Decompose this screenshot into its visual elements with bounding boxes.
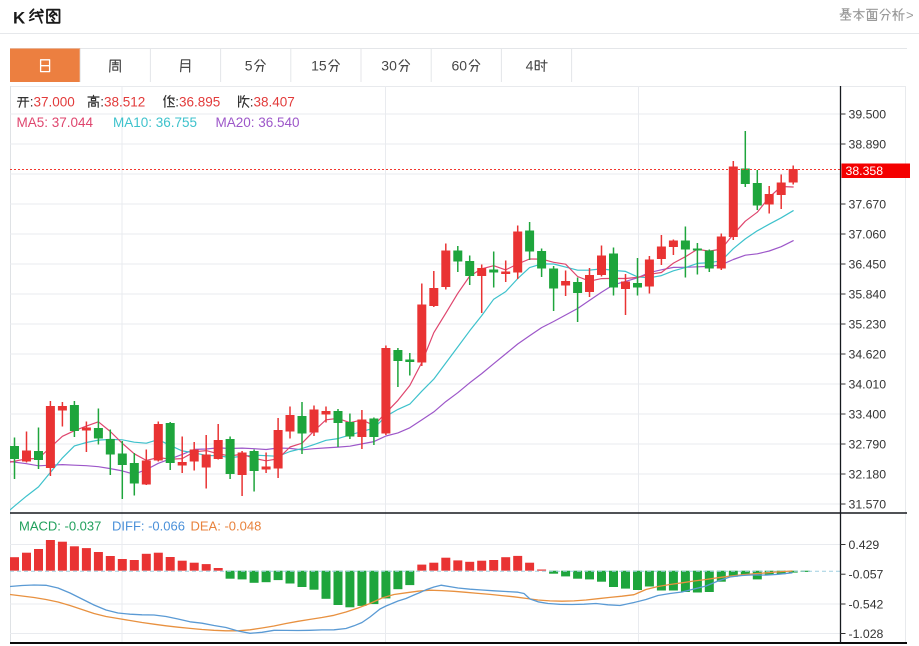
svg-text:33.400: 33.400 <box>849 407 887 421</box>
svg-text:MACD: -0.037: MACD: -0.037 <box>19 518 101 533</box>
svg-text:-1.028: -1.028 <box>849 627 884 641</box>
svg-text:31.570: 31.570 <box>849 497 887 511</box>
svg-text:4: 4 <box>526 58 534 74</box>
svg-text:60: 60 <box>452 58 468 74</box>
svg-text::38.407: :38.407 <box>250 94 295 109</box>
svg-text:15: 15 <box>311 58 327 74</box>
svg-text:30: 30 <box>381 58 397 74</box>
svg-text:-0.057: -0.057 <box>849 568 884 582</box>
svg-text:34.620: 34.620 <box>849 347 887 361</box>
svg-text:MA20: 36.540: MA20: 36.540 <box>216 115 300 130</box>
svg-text:0.429: 0.429 <box>849 538 880 552</box>
svg-text:5: 5 <box>245 58 253 74</box>
svg-text:37.060: 37.060 <box>849 227 887 241</box>
svg-text:32.180: 32.180 <box>849 467 887 481</box>
svg-text:DIFF: -0.066: DIFF: -0.066 <box>112 518 185 533</box>
svg-text:35.230: 35.230 <box>849 317 887 331</box>
svg-text::37.000: :37.000 <box>30 94 75 109</box>
svg-text:36.450: 36.450 <box>849 257 887 271</box>
svg-text:38.358: 38.358 <box>846 164 884 178</box>
svg-text:32.790: 32.790 <box>849 437 887 451</box>
svg-text:-0.542: -0.542 <box>849 597 884 611</box>
svg-text:39.500: 39.500 <box>849 107 887 121</box>
svg-text:34.010: 34.010 <box>849 377 887 391</box>
svg-text:>: > <box>906 8 914 23</box>
svg-text:MA10: 36.755: MA10: 36.755 <box>113 115 197 130</box>
svg-text:MA5: 37.044: MA5: 37.044 <box>17 115 94 130</box>
svg-text:35.840: 35.840 <box>849 287 887 301</box>
svg-text:DEA: -0.048: DEA: -0.048 <box>191 518 262 533</box>
svg-text:38.890: 38.890 <box>849 137 887 151</box>
svg-text::38.512: :38.512 <box>100 94 145 109</box>
svg-text::36.895: :36.895 <box>175 94 220 109</box>
svg-text:K: K <box>13 9 26 28</box>
svg-text:37.670: 37.670 <box>849 197 887 211</box>
